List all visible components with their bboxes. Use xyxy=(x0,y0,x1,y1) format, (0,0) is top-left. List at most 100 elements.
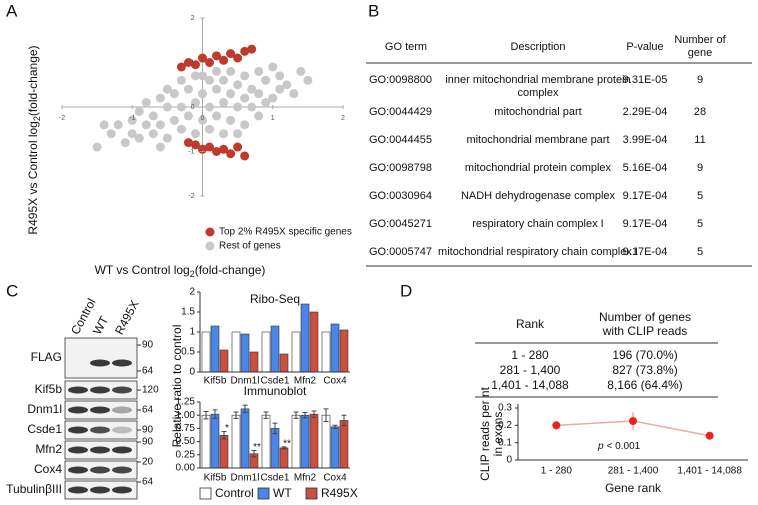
panel-label: D xyxy=(400,281,412,300)
point xyxy=(205,75,215,85)
bar xyxy=(219,434,229,469)
point xyxy=(169,89,179,99)
blot-band xyxy=(90,386,110,394)
y-tick-label: 0.5 xyxy=(181,347,195,358)
blot-row-label: Csde1 xyxy=(27,422,62,436)
legend-label: Control xyxy=(215,486,254,500)
point xyxy=(155,120,165,130)
table-header: Rank xyxy=(516,317,545,331)
point xyxy=(155,142,165,152)
lane-label: R495X xyxy=(112,298,142,337)
bar xyxy=(210,413,220,469)
point xyxy=(205,124,215,134)
table-cell: 1 - 280 xyxy=(511,348,549,362)
bar xyxy=(339,329,349,373)
table-cell: 28 xyxy=(694,106,706,118)
bar xyxy=(231,414,241,469)
blot-row-label: TubulinβIII xyxy=(6,482,62,496)
table-cell: 2.29E-04 xyxy=(623,106,668,118)
point xyxy=(198,53,207,63)
bar xyxy=(249,351,259,373)
bar xyxy=(309,311,319,373)
bar xyxy=(261,414,271,469)
point xyxy=(198,144,207,154)
y-tick-label: 1.00 xyxy=(176,410,196,421)
y-tick-label: 1.25 xyxy=(176,397,196,408)
y-axis-label: CLIP reads per nt xyxy=(478,386,492,480)
table-cell: 5 xyxy=(697,190,703,202)
significance: ** xyxy=(253,442,261,453)
point xyxy=(113,120,123,130)
point xyxy=(240,151,250,161)
bar xyxy=(240,408,250,469)
point xyxy=(275,84,285,94)
table-cell: 281 - 1,400 xyxy=(500,363,561,377)
blot-band xyxy=(112,426,132,434)
legend-label: Rest of genes xyxy=(219,241,281,252)
bar xyxy=(201,414,211,469)
point xyxy=(705,431,714,440)
table-cell: 9 xyxy=(697,74,703,86)
x-tick-label: 1,401 - 14,088 xyxy=(677,466,742,477)
significance: ** xyxy=(283,439,291,450)
point xyxy=(247,84,257,94)
error-bar xyxy=(221,431,227,440)
point xyxy=(183,58,193,67)
x-tick-label: 2 xyxy=(341,115,345,122)
table-header: Number of xyxy=(674,34,726,46)
table-cell: respiratory chain complex I xyxy=(472,218,603,230)
point xyxy=(120,138,130,148)
point xyxy=(183,138,193,148)
table-cell: 196 (70.0%) xyxy=(612,348,677,362)
bar xyxy=(330,426,340,469)
y-tick-label: 0 xyxy=(189,367,195,378)
bar xyxy=(330,323,340,373)
bar xyxy=(300,414,310,469)
point xyxy=(226,49,236,59)
point xyxy=(190,98,200,108)
point xyxy=(233,53,243,63)
error-bar xyxy=(233,411,239,419)
y-tick-label: 0.50 xyxy=(176,436,196,447)
bar xyxy=(279,353,289,373)
blot-row-label: Dnm1l xyxy=(27,402,62,416)
blot-band xyxy=(112,386,132,394)
point xyxy=(233,80,243,90)
table-cell: GO:0044429 xyxy=(369,106,432,118)
y-tick-label: 0.3 xyxy=(498,403,512,414)
point xyxy=(148,129,158,139)
table-cell: 9.31E-05 xyxy=(623,74,668,86)
blot-band xyxy=(90,446,110,454)
point xyxy=(240,46,250,56)
table-header: GO term xyxy=(385,41,427,53)
blot-band xyxy=(90,406,110,414)
point xyxy=(134,133,144,143)
bar xyxy=(321,331,331,373)
point xyxy=(247,44,257,54)
table-cell: mitochondrial membrane part xyxy=(466,134,609,146)
legend-label: R495X xyxy=(321,486,358,500)
point xyxy=(190,140,200,150)
blot-band xyxy=(68,386,88,394)
bar xyxy=(270,325,280,373)
point xyxy=(219,98,229,108)
table-cell: GO:0098798 xyxy=(369,162,432,174)
error-bar xyxy=(311,410,317,418)
point xyxy=(247,102,257,112)
legend-marker xyxy=(205,241,215,251)
point xyxy=(282,80,292,90)
blot-band xyxy=(68,466,88,474)
table-header: with CLIP reads xyxy=(602,324,688,338)
point xyxy=(162,102,172,112)
point xyxy=(289,89,299,99)
error-bar xyxy=(251,450,257,458)
error-bar xyxy=(242,404,248,414)
x-tick-label: Cox4 xyxy=(323,376,347,387)
point xyxy=(296,66,306,76)
point xyxy=(141,120,151,130)
point xyxy=(176,124,186,134)
point xyxy=(233,142,243,152)
point xyxy=(183,84,193,94)
point xyxy=(205,58,215,67)
